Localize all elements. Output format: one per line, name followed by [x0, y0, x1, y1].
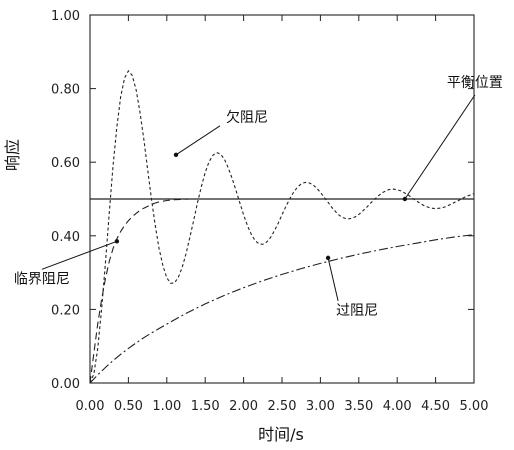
x-tick-label: 3.50: [344, 399, 373, 414]
x-tick-label: 2.50: [268, 399, 297, 414]
x-tick-label: 1.50: [191, 399, 220, 414]
series-line-0: [89, 69, 475, 384]
y-tick-label: 0.40: [51, 230, 80, 245]
series-line-1: [89, 198, 206, 384]
annotation-leader: [327, 257, 339, 301]
x-tick-label: 0.00: [76, 399, 105, 414]
x-tick-label: 3.00: [306, 399, 335, 414]
annotation-label: 临界阻尼: [14, 271, 70, 287]
annotation-arrowhead: [402, 196, 408, 202]
y-tick-label: 0.80: [51, 83, 80, 98]
y-tick-label: 0.60: [51, 156, 80, 171]
x-tick-label: 1.00: [152, 399, 181, 414]
x-tick-label: 4.50: [421, 399, 450, 414]
annotation-arrowhead: [114, 239, 120, 244]
annotation-label: 平衡位置: [447, 75, 503, 91]
y-tick-label: 0.20: [51, 303, 80, 318]
series-line-2: [89, 234, 475, 384]
annotation-arrowhead: [173, 152, 179, 158]
annotation-arrowhead: [325, 255, 331, 261]
x-tick-label: 4.00: [383, 399, 412, 414]
y-tick-label: 0.00: [51, 377, 80, 392]
y-tick-label: 1.00: [51, 9, 80, 24]
annotation-label: 欠阻尼: [226, 110, 268, 126]
annotation-leader: [175, 125, 221, 156]
y-axis-title: 响应: [3, 139, 22, 171]
x-tick-label: 2.00: [229, 399, 258, 414]
x-axis-title: 时间/s: [258, 425, 304, 444]
annotation-leader: [41, 240, 118, 270]
x-tick-label: 5.00: [460, 399, 489, 414]
x-tick-label: 0.50: [114, 399, 143, 414]
annotation-leader: [404, 94, 476, 200]
annotation-label: 过阻尼: [336, 303, 378, 319]
